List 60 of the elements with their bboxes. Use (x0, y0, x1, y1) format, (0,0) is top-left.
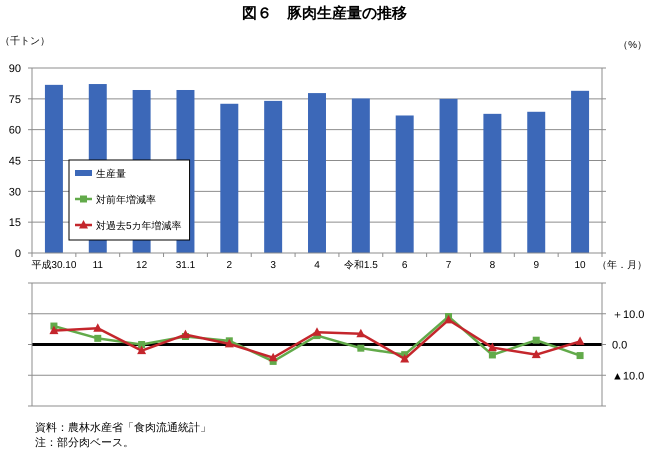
x-tick-label: 令和1.5 (344, 259, 378, 271)
point (532, 336, 540, 344)
bar (571, 90, 590, 253)
point (488, 342, 497, 352)
point (49, 326, 58, 334)
y-tick-label: ＋10.0 (612, 308, 644, 321)
bar (483, 114, 502, 253)
x-axis-title: （年．月） (597, 259, 647, 271)
point (312, 327, 322, 336)
bar (308, 93, 326, 253)
x-tick-label: 4 (314, 260, 320, 271)
bar (396, 115, 414, 253)
bar (264, 100, 282, 253)
bar (220, 104, 238, 253)
y-tick-label: 90 (8, 63, 21, 75)
point (268, 352, 278, 362)
text: 注：部分肉ベース。 (35, 436, 134, 449)
x-tick-label: 31.1 (176, 260, 196, 271)
point (576, 352, 584, 360)
point (400, 354, 410, 362)
legend-label: 生産量 (96, 168, 126, 180)
text: （%） (618, 40, 647, 51)
bar (527, 112, 546, 253)
chart-title: 図６ 豚肉生産量の推移 (242, 4, 407, 22)
point (488, 351, 496, 358)
x-tick-label: 8 (490, 260, 496, 271)
x-tick-label: 2 (226, 260, 233, 271)
point (94, 334, 102, 342)
y-tick-label: 45 (8, 156, 21, 168)
y-tick-label: 0.0 (612, 340, 628, 352)
legend-label: 対過去5カ年増減率 (96, 220, 182, 232)
y-tick-label: 0 (14, 248, 21, 260)
x-tick-label: 9 (533, 260, 540, 271)
point (532, 350, 541, 358)
x-tick-label: 7 (446, 260, 452, 271)
y-tick-label: 75 (8, 94, 21, 106)
y-axis-title: （千トン） (0, 35, 50, 47)
point (93, 323, 102, 332)
point (180, 330, 190, 338)
x-tick-label: 平成30.10 (31, 259, 77, 271)
y-tick-label: ▲10.0 (612, 370, 644, 382)
x-tick-label: 11 (92, 260, 104, 271)
bar (352, 98, 370, 253)
y-tick-label: 60 (8, 124, 21, 137)
point (576, 336, 585, 345)
legend-label: 対前年増減率 (96, 194, 156, 206)
point (356, 328, 366, 338)
x-tick-label: 12 (136, 260, 148, 271)
y-tick-label: 15 (8, 217, 21, 230)
bar (440, 98, 458, 253)
y-tick-label: 30 (8, 186, 21, 198)
x-tick-label: 3 (270, 260, 276, 271)
text: 資料：農林水産省「食肉流通統計」 (35, 421, 211, 434)
x-tick-label: 10 (574, 260, 586, 271)
x-tick-label: 6 (402, 260, 408, 271)
point (138, 341, 146, 348)
bar (44, 84, 63, 253)
point (224, 338, 234, 348)
point (357, 344, 364, 352)
point (137, 346, 146, 354)
